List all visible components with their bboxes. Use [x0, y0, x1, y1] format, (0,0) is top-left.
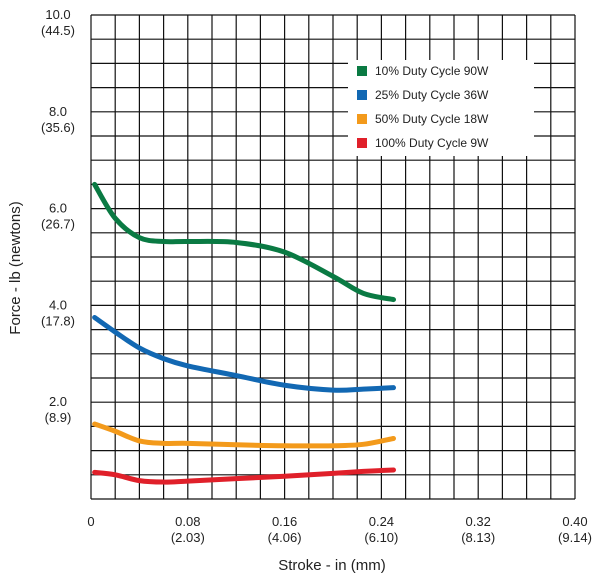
legend-swatch [357, 114, 367, 124]
y-tick-sublabel: (8.9) [45, 410, 72, 425]
y-tick-sublabel: (44.5) [41, 23, 75, 38]
x-tick-sublabel: (4.06) [268, 530, 302, 545]
y-tick-label: 4.0 [49, 297, 67, 312]
x-tick-label: 0.24 [369, 514, 394, 529]
legend-swatch [357, 138, 367, 148]
x-tick-label: 0.32 [466, 514, 491, 529]
x-tick-sublabel: (6.10) [364, 530, 398, 545]
series-lines [92, 181, 396, 485]
y-tick-label: 6.0 [49, 201, 67, 216]
legend-label: 50% Duty Cycle 18W [375, 112, 489, 126]
x-axis-title: Stroke - in (mm) [278, 557, 386, 574]
y-axis-tick-labels: 10.0(44.5) 8.0(35.6) 6.0(26.7) 4.0(17.8) 2.0… [41, 7, 75, 425]
x-tick-sublabel: (8.13) [461, 530, 495, 545]
series-line-3 [92, 421, 396, 449]
legend-label: 100% Duty Cycle 9W [375, 136, 489, 150]
y-tick-sublabel: (26.7) [41, 217, 75, 232]
y-tick-sublabel: (35.6) [41, 120, 75, 135]
legend-swatch [357, 66, 367, 76]
chart-legend: 10% Duty Cycle 90W 25% Duty Cycle 36W 50% … [348, 60, 534, 156]
legend-swatch [357, 90, 367, 100]
series-line-4 [92, 467, 396, 485]
y-tick-label: 10.0 [45, 7, 70, 22]
series-line-2 [92, 315, 396, 393]
legend-label: 25% Duty Cycle 36W [375, 88, 489, 102]
x-tick-sublabel: (2.03) [171, 530, 205, 545]
y-tick-sublabel: (17.8) [41, 313, 75, 328]
x-tick-label: 0.40 [562, 514, 587, 529]
x-axis-tick-labels: 0 0.08(2.03) 0.16(4.06) 0.24(6.10) 0.32(8.13… [87, 514, 592, 545]
legend-label: 10% Duty Cycle 90W [375, 64, 489, 78]
y-tick-label: 8.0 [49, 104, 67, 119]
legend-background [348, 60, 534, 156]
x-tick-sublabel: (9.14) [558, 530, 592, 545]
x-tick-label: 0 [87, 514, 94, 529]
y-axis-title: Force - lb (newtons) [7, 201, 24, 334]
y-tick-label: 2.0 [49, 394, 67, 409]
x-tick-label: 0.08 [175, 514, 200, 529]
series-line-1 [92, 181, 396, 303]
x-tick-label: 0.16 [272, 514, 297, 529]
